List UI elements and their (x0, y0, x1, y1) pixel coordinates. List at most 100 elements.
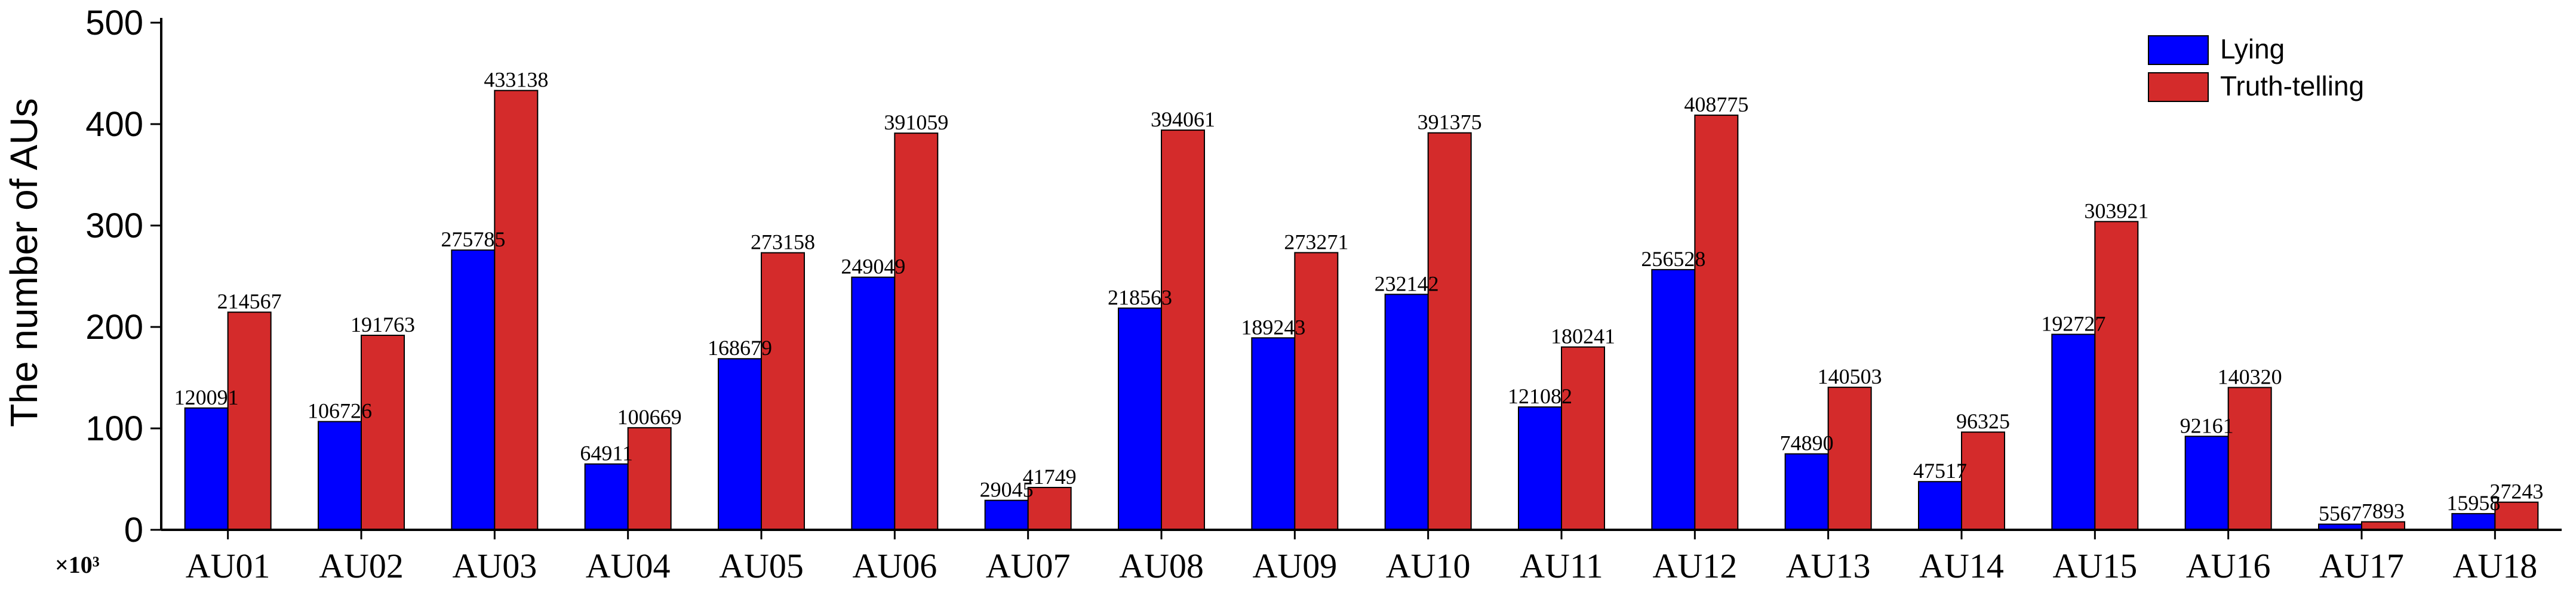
x-tick-label-au15: AU15 (2052, 547, 2137, 585)
lying-legend-swatch (2148, 35, 2209, 65)
truth-telling-bar-au07 (1027, 487, 1072, 530)
y-tick-label-500: 500 (85, 4, 143, 42)
x-tick-label-au11: AU11 (1520, 547, 1603, 585)
truth-telling-value-label-au12: 408775 (1684, 92, 1748, 116)
x-tick-label-au06: AU06 (852, 547, 937, 585)
truth-telling-value-label-au09: 273271 (1284, 230, 1348, 254)
y-axis-title: The number of AUs (2, 98, 45, 427)
lying-value-label-au12: 256528 (1641, 247, 1705, 271)
lying-value-label-au13: 74890 (1780, 431, 1834, 455)
truth-telling-value-label-au03: 433138 (484, 68, 548, 92)
lying-value-label-au08: 218563 (1108, 285, 1172, 309)
lying-bar-au02 (318, 421, 362, 530)
truth-telling-bar-au06 (894, 132, 939, 530)
lying-value-label-au18: 15958 (2446, 491, 2500, 515)
x-tick-label-au17: AU17 (2319, 547, 2404, 585)
y-tick-label-200: 200 (85, 308, 143, 347)
lying-value-label-au01: 120091 (174, 385, 239, 409)
x-tick-label-au02: AU02 (319, 547, 404, 585)
lying-bar-au11 (1518, 406, 1562, 530)
data-labels-layer: 120091 214567 106726 191763 275785 433138 6491… (174, 68, 2544, 526)
truth-telling-bar-au02 (361, 335, 405, 531)
truth-telling-value-label-au16: 140320 (2218, 365, 2282, 388)
truth-telling-value-label-au10: 391375 (1418, 110, 1482, 134)
truth-telling-bar-au12 (1694, 115, 1739, 530)
truth-telling-bar-au04 (627, 427, 672, 530)
x-tick-label-au18: AU18 (2452, 547, 2537, 585)
x-tick-label-au05: AU05 (719, 547, 804, 585)
truth-telling-value-label-au15: 303921 (2084, 199, 2148, 223)
lying-value-label-au03: 275785 (441, 227, 505, 251)
axes-layer: AU01 AU02 AU03 AU04 AU05 AU06 AU07 AU08 AU09 AU10… (85, 4, 2562, 585)
lying-bar-au01 (184, 407, 229, 530)
lying-bar-au08 (1118, 307, 1162, 530)
truth-telling-bar-au14 (1961, 431, 2005, 530)
lying-bar-au14 (1918, 481, 1962, 531)
lying-bar-au10 (1384, 294, 1429, 530)
x-tick-label-au04: AU04 (586, 547, 671, 585)
lying-value-label-au06: 249049 (841, 255, 905, 279)
lying-value-label-au15: 192727 (2041, 311, 2105, 335)
y-tick-label-300: 300 (85, 206, 143, 245)
truth-telling-bar-au11 (1561, 346, 1605, 530)
truth-telling-value-label-au05: 273158 (751, 230, 815, 254)
truth-telling-bar-au08 (1161, 129, 1205, 530)
lying-bar-au09 (1251, 337, 1296, 531)
truth-telling-bar-au09 (1294, 252, 1339, 530)
y-multiplier-label: ×10³ (55, 551, 100, 578)
truth-telling-value-label-au02: 191763 (351, 313, 415, 337)
lying-bar-au12 (1651, 268, 1696, 530)
truth-telling-bar-au03 (494, 89, 539, 530)
lying-bar-au07 (984, 499, 1029, 530)
bars-layer (184, 89, 2539, 531)
truth-telling-value-label-au11: 180241 (1551, 325, 1615, 348)
x-tick-label-au12: AU12 (1652, 547, 1737, 585)
lying-value-label-au10: 232142 (1375, 271, 1439, 295)
truth-telling-bar-au15 (2094, 221, 2139, 530)
lying-value-label-au16: 92161 (2180, 413, 2234, 437)
truth-telling-value-label-au04: 100669 (617, 405, 682, 429)
truth-telling-value-label-au06: 391059 (884, 110, 948, 134)
lying-value-label-au02: 106726 (308, 399, 372, 423)
x-tick-label-au01: AU01 (186, 547, 270, 585)
x-tick-label-au03: AU03 (452, 547, 537, 585)
x-tick-label-au09: AU09 (1252, 547, 1337, 585)
x-tick-label-au16: AU16 (2186, 547, 2271, 585)
lying-legend-label: Lying (2220, 33, 2285, 64)
lying-bar-au16 (2184, 436, 2229, 530)
x-tick-label-au10: AU10 (1386, 547, 1471, 585)
lying-value-label-au17: 5567 (2319, 502, 2362, 526)
lying-bar-au05 (718, 358, 762, 531)
lying-bar-au04 (584, 463, 629, 531)
truth-telling-value-label-au18: 27243 (2489, 480, 2543, 504)
truth-telling-bar-au05 (761, 252, 805, 530)
lying-value-label-au09: 189243 (1241, 315, 1305, 339)
lying-bar-au13 (1784, 453, 1829, 531)
x-tick-label-au13: AU13 (1786, 547, 1871, 585)
truth-telling-value-label-au14: 96325 (1956, 409, 2010, 433)
lying-value-label-au14: 47517 (1913, 459, 1967, 483)
lying-value-label-au11: 121082 (1508, 384, 1572, 408)
truth-telling-bar-au13 (1827, 387, 1872, 530)
lying-value-label-au04: 64911 (580, 442, 633, 465)
y-tick-label-0: 0 (124, 511, 143, 550)
lying-value-label-au07: 29045 (980, 478, 1034, 502)
lying-bar-au06 (851, 276, 896, 530)
truth-telling-value-label-au17: 7893 (2362, 499, 2405, 523)
truth-telling-value-label-au08: 394061 (1151, 107, 1215, 131)
truth-telling-bar-au17 (2361, 521, 2405, 531)
lying-value-label-au05: 168679 (708, 336, 772, 360)
x-tick-label-au07: AU07 (986, 547, 1071, 585)
truth-telling-legend-swatch (2148, 72, 2209, 102)
y-tick-label-100: 100 (85, 409, 143, 448)
x-tick-label-au08: AU08 (1119, 547, 1204, 585)
lying-bar-au15 (2051, 334, 2096, 530)
lying-bar-au18 (2451, 513, 2496, 530)
truth-telling-bar-au01 (227, 311, 272, 530)
legend: Lying Truth-telling (2148, 33, 2364, 102)
truth-telling-bar-au10 (1427, 132, 1472, 531)
truth-telling-value-label-au13: 140503 (1818, 365, 1882, 388)
truth-telling-value-label-au07: 41749 (1023, 465, 1077, 489)
y-tick-label-400: 400 (85, 105, 143, 144)
